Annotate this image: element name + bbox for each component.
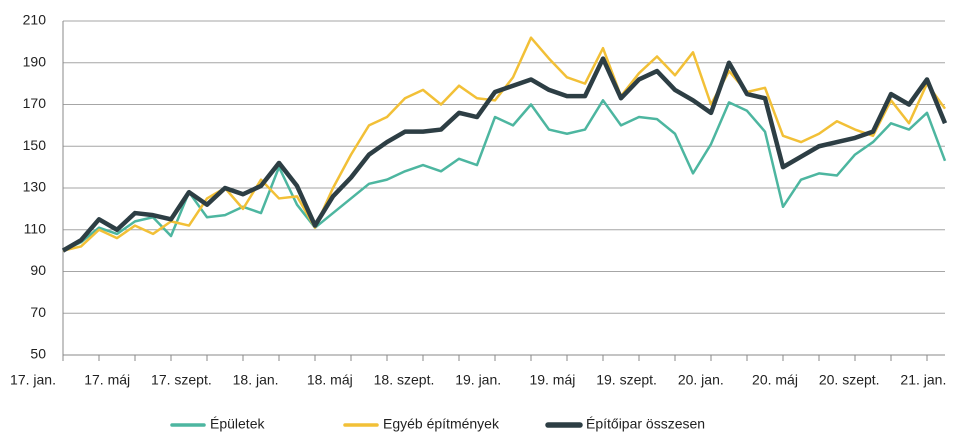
x-tick-label: 19. jan. [455,372,501,388]
legend-label: Épületek [210,416,265,432]
x-tick-label: 17. jan. [10,372,56,388]
x-tick-label: 19. szept. [596,372,657,388]
x-tick-label: 17. máj [84,372,130,388]
y-tick-label: 190 [23,53,47,69]
y-tick-label: 150 [23,137,47,153]
x-tick-label: 20. jan. [678,372,724,388]
series-line [61,56,948,253]
y-tick-label: 210 [23,12,47,28]
x-tick-label: 18. szept. [374,372,435,388]
y-tick-label: 110 [24,220,47,236]
y-tick-label: 50 [30,346,46,362]
x-tick-label: 20. szept. [819,372,880,388]
x-tick-label: 19. máj [529,372,575,388]
y-tick-label: 70 [30,304,46,320]
x-tick-label: 21. jan. [900,372,946,388]
y-tick-label: 170 [23,95,47,111]
series-line [62,36,947,252]
series-line [62,99,947,252]
x-tick-label: 17. szept. [151,372,212,388]
legend-label: Építőipar összesen [586,416,705,432]
y-tick-label: 130 [23,179,47,195]
x-tick-label: 18. máj [307,372,353,388]
legend-label: Egyéb építmények [383,416,500,432]
y-tick-label: 90 [30,262,46,278]
x-tick-label: 20. máj [752,372,798,388]
x-tick-label: 18. jan. [233,372,279,388]
